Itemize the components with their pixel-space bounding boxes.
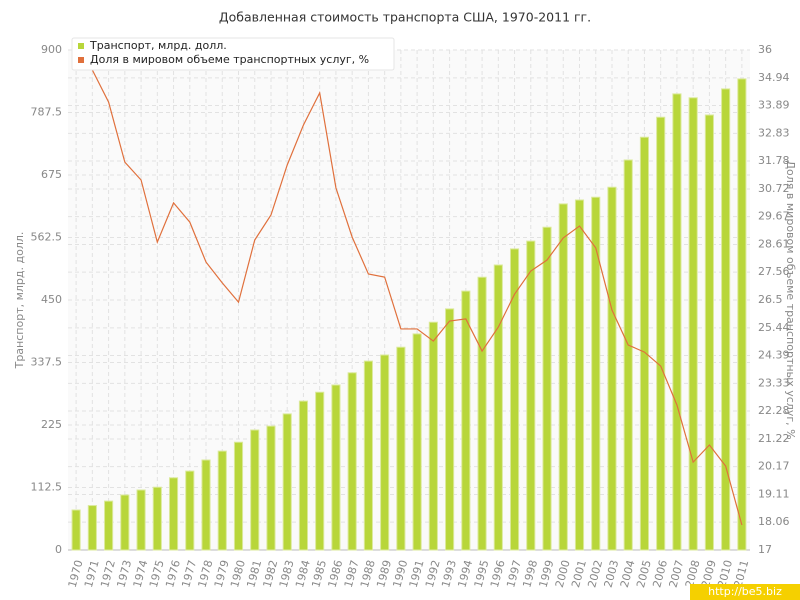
legend-label: Доля в мировом объеме транспортных услуг… — [90, 53, 369, 66]
bar — [428, 321, 438, 551]
bar — [87, 505, 97, 551]
bar — [120, 494, 130, 551]
bar — [737, 78, 747, 551]
bar — [282, 413, 292, 551]
bar — [136, 489, 146, 551]
y2-tick-label: 20.17 — [758, 460, 790, 473]
y-tick-label: 900 — [41, 43, 62, 56]
y2-tick-label: 31.78 — [758, 154, 790, 167]
y2-tick-label: 33.89 — [758, 99, 790, 112]
y-tick-label: 0 — [55, 543, 62, 556]
y-tick-label: 450 — [41, 293, 62, 306]
legend-swatch — [78, 43, 84, 49]
bar — [185, 470, 195, 551]
y-tick-label: 675 — [41, 168, 62, 181]
bar — [396, 346, 406, 551]
bar — [298, 400, 309, 551]
y2-tick-label: 22.28 — [758, 404, 790, 417]
y-tick-label: 562.5 — [31, 231, 63, 244]
bar — [639, 136, 650, 551]
bar — [233, 441, 244, 551]
y2-tick-label: 24.39 — [758, 349, 790, 362]
y2-tick-label: 19.11 — [758, 487, 790, 500]
line — [75, 59, 743, 526]
y2-tick-label: 30.72 — [758, 182, 790, 195]
bar — [704, 114, 714, 551]
y2-tick-label: 36 — [758, 43, 772, 56]
bar — [445, 308, 455, 551]
y-axis-label: Транспорт, млрд. долл. — [13, 232, 26, 370]
bar — [607, 186, 617, 551]
y2-tick-label: 25.44 — [758, 321, 790, 334]
legend-box — [71, 37, 395, 71]
watermark-bg — [690, 584, 800, 600]
bar — [688, 97, 698, 551]
bar — [558, 203, 568, 551]
y2-tick-label: 21.22 — [758, 432, 790, 445]
bar — [363, 360, 373, 551]
bar — [656, 116, 666, 551]
bar — [266, 425, 276, 551]
y2-tick-label: 18.06 — [758, 515, 790, 528]
bar — [509, 248, 520, 551]
y-tick-label: 112.5 — [31, 481, 63, 494]
bar — [380, 354, 390, 551]
bar — [623, 159, 633, 551]
legend-label: Транспорт, млрд. долл. — [89, 39, 227, 52]
bar — [493, 264, 503, 551]
bar — [461, 290, 471, 551]
y2-tick-label: 27.56 — [758, 265, 790, 278]
y2-tick-label: 28.61 — [758, 237, 790, 250]
y2-tick-label: 29.67 — [758, 210, 790, 223]
bar — [542, 226, 552, 551]
bar — [315, 391, 325, 551]
bar — [104, 500, 114, 551]
chart-title: Добавленная стоимость транспорта США, 19… — [219, 10, 591, 25]
bar — [526, 240, 536, 551]
bar — [672, 93, 682, 551]
legend-swatch — [78, 57, 84, 63]
y2-tick-label: 26.5 — [758, 293, 783, 306]
bar — [168, 477, 179, 551]
watermark: http://be5.biz — [708, 585, 782, 598]
y2-axis-label: Доля в мировом объеме транспортных услуг… — [784, 160, 797, 439]
bar — [591, 196, 601, 551]
bar — [412, 333, 422, 551]
y-tick-label: 337.5 — [31, 356, 63, 369]
bar — [217, 450, 227, 551]
bar — [721, 88, 731, 551]
y2-tick-label: 32.83 — [758, 126, 790, 139]
bar — [152, 486, 162, 551]
bar — [201, 459, 211, 551]
bar — [477, 276, 487, 551]
bar — [71, 509, 81, 551]
bar — [250, 429, 260, 551]
y-tick-label: 787.5 — [31, 106, 63, 119]
y2-tick-label: 17 — [758, 543, 772, 556]
bar — [331, 384, 341, 551]
y-tick-label: 225 — [41, 418, 62, 431]
y2-tick-label: 23.33 — [758, 376, 790, 389]
bar — [347, 372, 357, 551]
bar — [574, 199, 585, 551]
y2-tick-label: 34.94 — [758, 71, 790, 84]
